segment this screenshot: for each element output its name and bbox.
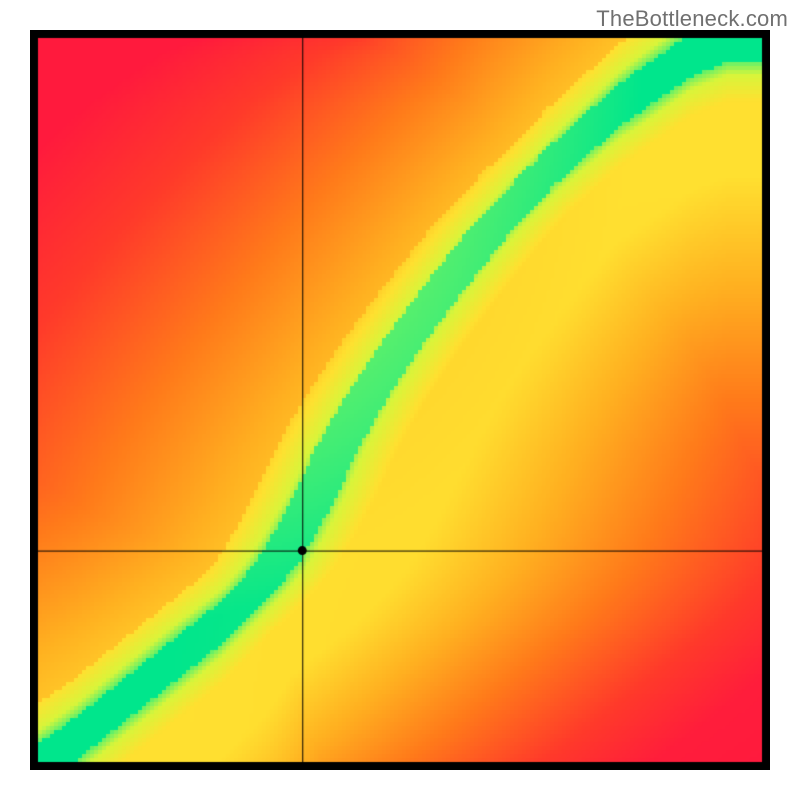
heatmap-canvas (30, 30, 770, 770)
chart-container: TheBottleneck.com (0, 0, 800, 800)
watermark-text: TheBottleneck.com (596, 6, 788, 32)
plot-frame (30, 30, 770, 770)
